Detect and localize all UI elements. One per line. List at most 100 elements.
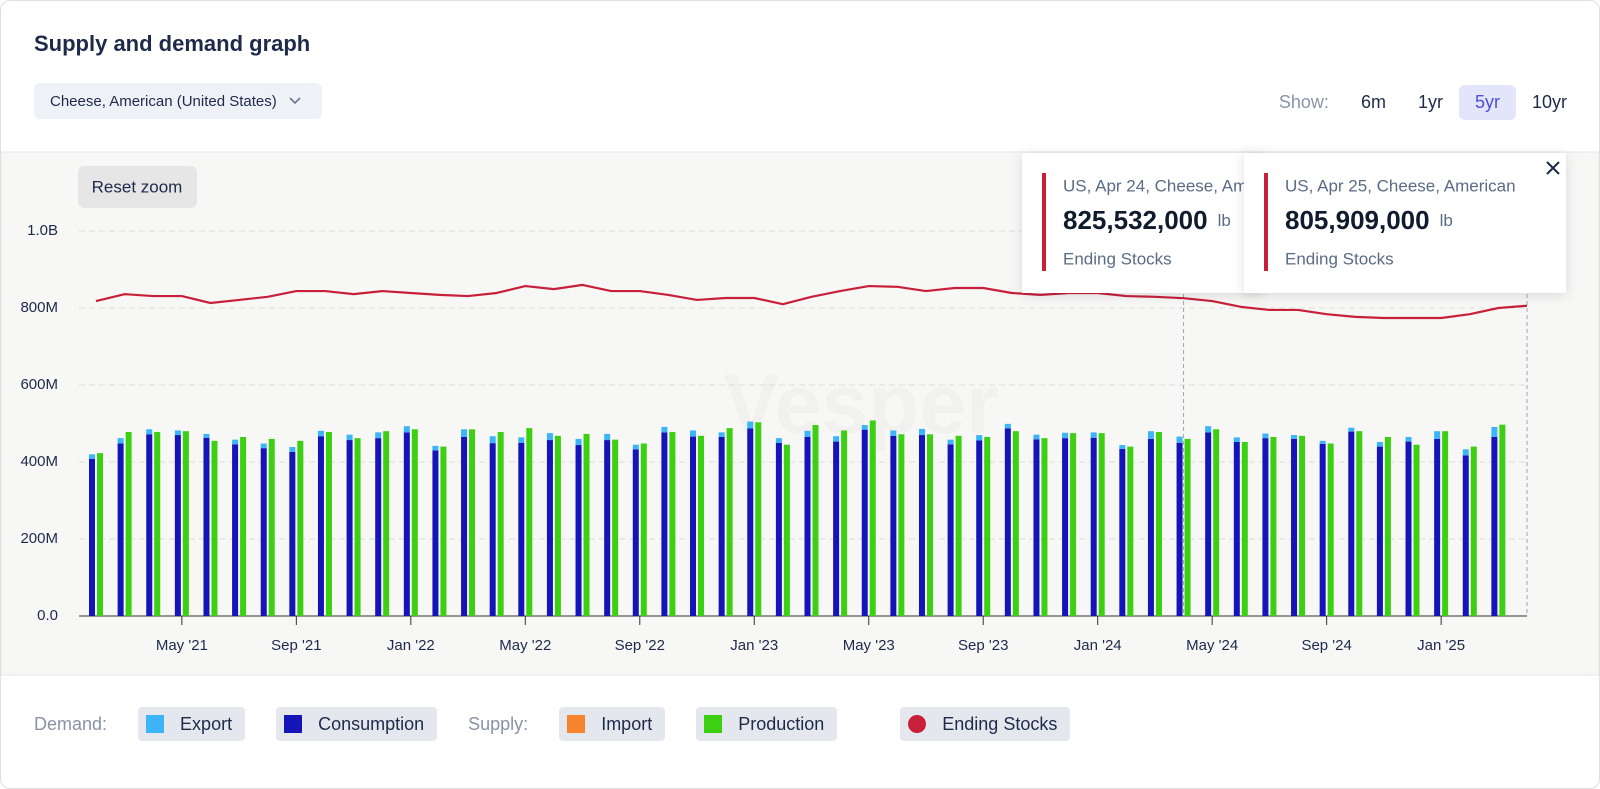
- tooltip: US, Apr 25, Cheese, American 805,909,000 l…: [1244, 153, 1566, 293]
- bar: [1176, 442, 1183, 616]
- bar: [375, 432, 382, 439]
- bar: [690, 436, 697, 616]
- bar: [1262, 438, 1269, 616]
- legend-item[interactable]: Export: [138, 707, 246, 741]
- bar: [918, 428, 925, 436]
- bar: [1434, 431, 1441, 439]
- bar: [947, 444, 954, 616]
- x-tick-label: Jan '24: [1074, 637, 1122, 654]
- bar: [604, 440, 611, 616]
- x-tick-label: May '24: [1186, 637, 1238, 654]
- x-tick-label: Jan '25: [1417, 637, 1465, 654]
- bar: [718, 432, 725, 437]
- bar: [1327, 443, 1334, 616]
- bar: [1356, 431, 1363, 616]
- bar: [947, 439, 954, 445]
- legend-marker: [704, 715, 723, 733]
- legend-item[interactable]: Consumption: [276, 707, 438, 741]
- legend-item[interactable]: Production: [696, 707, 838, 741]
- bar: [432, 450, 439, 616]
- bar: [775, 438, 782, 443]
- bar: [747, 421, 754, 429]
- legend-marker: [908, 715, 927, 733]
- bar: [1291, 438, 1298, 616]
- range-button[interactable]: 1yr: [1417, 91, 1443, 112]
- bar: [1062, 438, 1069, 616]
- bar: [289, 451, 296, 616]
- range-button[interactable]: 10yr: [1531, 91, 1567, 112]
- bar: [1376, 446, 1383, 616]
- tooltip-title: US, Apr 24, Cheese, American: [1063, 176, 1294, 195]
- reset-zoom-label[interactable]: Reset zoom: [92, 177, 183, 196]
- x-tick-label: Jan '23: [730, 637, 778, 654]
- range-selector: Show: 6m 1yr 5yr 10yr: [1279, 84, 1583, 120]
- x-tick-label: Sep '22: [615, 637, 665, 654]
- bar: [432, 445, 439, 451]
- legend: Demand: Export Consumption Supply: Import Pro…: [34, 707, 1101, 741]
- bar: [526, 428, 533, 616]
- chevron: [289, 97, 301, 105]
- bar: [411, 429, 418, 616]
- bar: [890, 435, 897, 616]
- bar: [984, 436, 991, 616]
- bar: [117, 438, 124, 444]
- bar: [1470, 446, 1477, 616]
- legend-item[interactable]: Import: [559, 707, 666, 741]
- y-tick-label: 600M: [20, 376, 58, 393]
- bar: [146, 434, 153, 616]
- y-tick-label: 800M: [20, 299, 58, 316]
- line: [95, 283, 1528, 320]
- reset-zoom-button[interactable]: [78, 166, 197, 208]
- bar: [125, 431, 132, 616]
- bar: [890, 430, 897, 436]
- bar: [403, 432, 410, 616]
- bar: [1090, 437, 1097, 616]
- bar: [383, 431, 390, 616]
- x-tick-label: Sep '21: [271, 637, 321, 654]
- tooltip: US, Apr 24, Cheese, American 825,532,000 l…: [1022, 153, 1294, 293]
- bar: [1062, 432, 1069, 439]
- bar: [1462, 455, 1469, 616]
- y-tick-label: 0.0: [37, 607, 58, 624]
- bar: [1147, 431, 1154, 439]
- bar: [232, 444, 239, 616]
- bar: [461, 436, 468, 616]
- bar: [232, 439, 239, 445]
- bar: [926, 434, 933, 616]
- tooltip-title: US, Apr 25, Cheese, American: [1285, 176, 1516, 195]
- bar: [240, 436, 247, 616]
- bar: [546, 440, 553, 616]
- range-button[interactable]: 5yr: [1458, 84, 1516, 120]
- bar: [497, 431, 504, 616]
- bar: [325, 431, 332, 616]
- close-tooltip[interactable]: [1546, 161, 1560, 175]
- bar: [346, 440, 353, 616]
- bar: [182, 431, 189, 616]
- tooltip-marker: [1264, 173, 1268, 271]
- bar: [1348, 427, 1355, 432]
- legend-item[interactable]: Ending Stocks: [900, 707, 1071, 741]
- tooltip-unit: lb: [1440, 211, 1453, 230]
- tooltip-unit: lb: [1218, 211, 1231, 230]
- bar: [632, 444, 639, 450]
- product-selector[interactable]: Cheese, American (United States): [34, 83, 322, 119]
- bar: [1299, 435, 1306, 616]
- bar: [1462, 449, 1469, 456]
- range-button[interactable]: 6m: [1360, 91, 1386, 112]
- bar: [1033, 434, 1040, 440]
- tooltip-marker: [1042, 173, 1046, 271]
- legend-group-label: Supply:: [468, 713, 529, 734]
- bar: [1442, 431, 1449, 616]
- legend-label: Production: [738, 713, 825, 734]
- bar: [661, 426, 668, 433]
- bar: [317, 430, 324, 437]
- x-tick-label: Sep '23: [958, 637, 1008, 654]
- bar: [1376, 441, 1383, 447]
- bar: [174, 430, 181, 436]
- bar: [1491, 426, 1498, 437]
- bar: [604, 433, 611, 441]
- bar: [1270, 436, 1277, 616]
- x-tick-label: May '23: [843, 637, 895, 654]
- bar: [612, 439, 619, 616]
- bar: [1319, 443, 1326, 616]
